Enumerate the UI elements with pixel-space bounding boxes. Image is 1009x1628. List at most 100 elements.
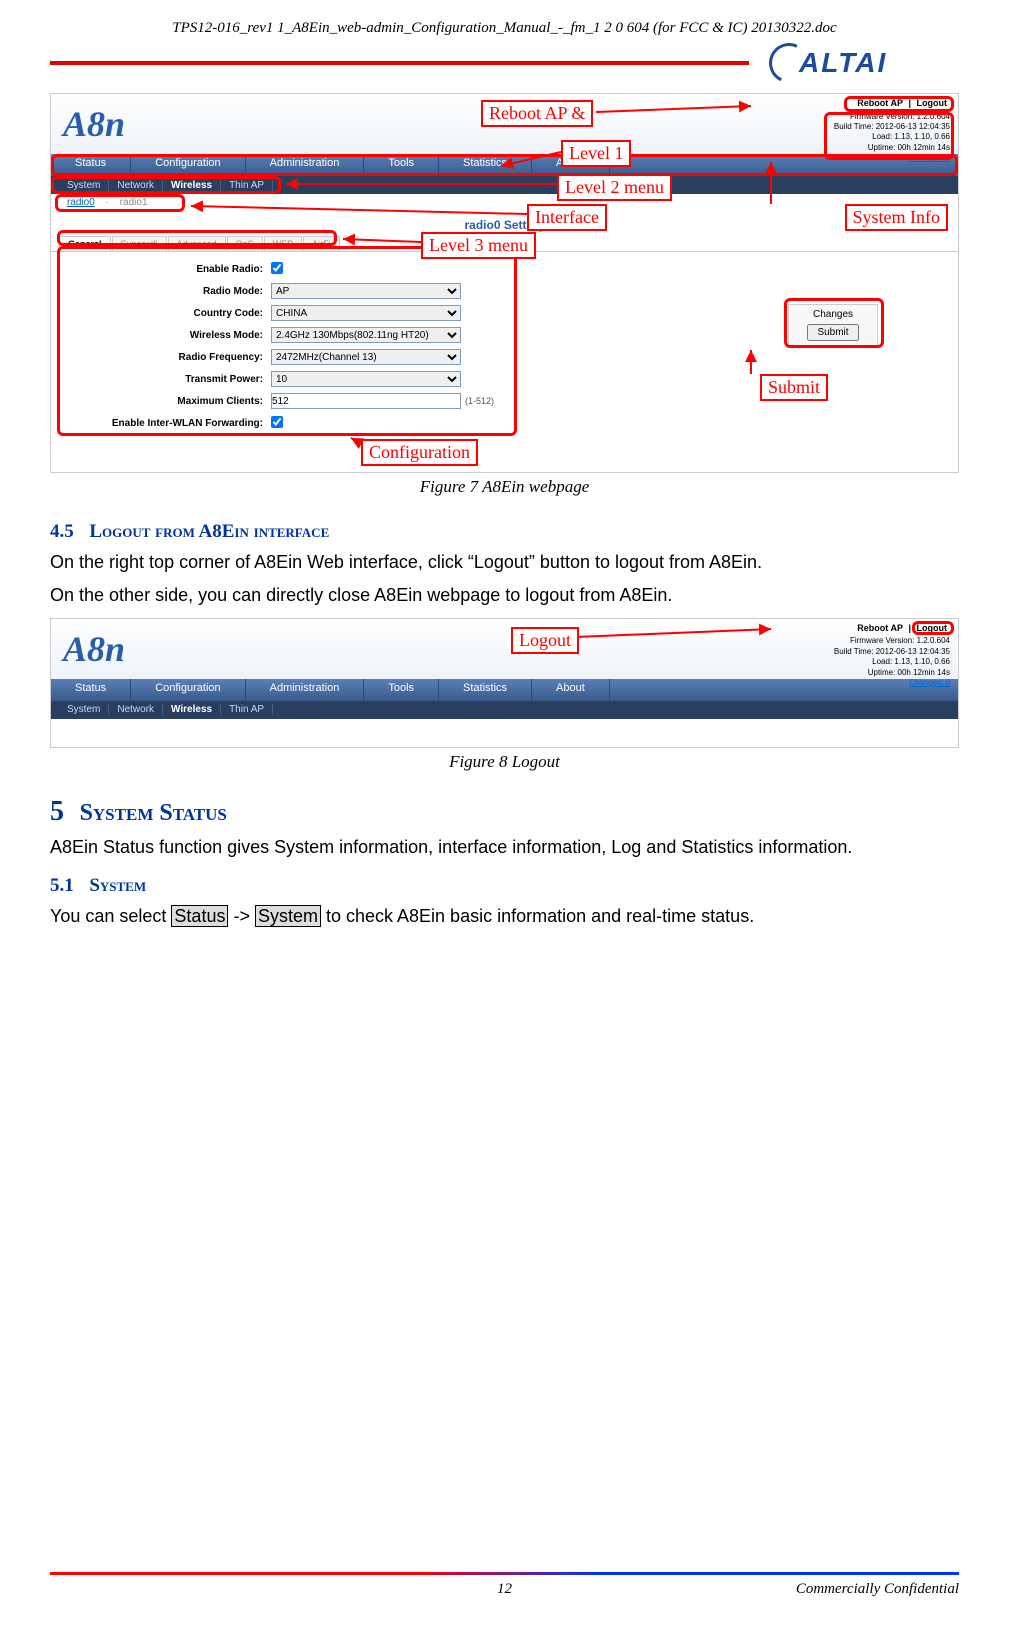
max-clients-input[interactable]: [271, 393, 461, 409]
nav-l1-tools[interactable]: Tools: [364, 154, 439, 176]
reboot-logout-row-2: Reboot AP | Logout: [834, 623, 950, 635]
logo-text: ALTAI: [799, 47, 887, 79]
sec5-num: 5: [50, 796, 64, 827]
nav-l2-wireless[interactable]: Wireless: [163, 180, 221, 191]
country-code-select[interactable]: CHINA: [271, 305, 461, 321]
callout-logout: Logout: [511, 627, 579, 654]
sec45-num: 4.5: [50, 521, 74, 542]
sec51-box-system: System: [255, 905, 321, 927]
sec51-p1: You can select Status -> System to check…: [50, 905, 959, 928]
nav-l2-thinap[interactable]: Thin AP: [221, 180, 273, 191]
section-4-5-heading: 4.5 Logout from A8Ein interface: [50, 521, 959, 543]
tab-advanced[interactable]: Advanced: [168, 236, 226, 251]
changes-box-title: Changes: [793, 309, 873, 320]
nav-l2-network[interactable]: Network: [109, 180, 163, 191]
sec45-p1: On the right top corner of A8Ein Web int…: [50, 551, 959, 574]
header-red-line: [50, 61, 749, 65]
build-time-text: Build Time: 2012-06-13 12:04:35: [834, 122, 950, 132]
reboot-logout-row: Reboot AP | Logout: [834, 98, 950, 110]
nav2-l1-status[interactable]: Status: [51, 679, 131, 701]
nav-l1-administration[interactable]: Administration: [246, 154, 365, 176]
submit-button[interactable]: Submit: [807, 324, 858, 341]
sec5-title: System Status: [80, 800, 227, 826]
max-clients-label: Maximum Clients:: [71, 396, 271, 407]
tab-airfi[interactable]: AirFi: [303, 236, 340, 251]
figure8-caption: Figure 8 Logout: [50, 752, 959, 772]
firmware-version-text: Firmware Version: 1.2.0.604: [834, 112, 950, 122]
sec51-box-status: Status: [171, 905, 228, 927]
enable-radio-label: Enable Radio:: [71, 264, 271, 275]
nav2-l1-tools[interactable]: Tools: [364, 679, 439, 701]
tab-qos[interactable]: QoS: [227, 236, 263, 251]
iface-separator: ·: [106, 197, 109, 208]
figure8-screenshot: A8n Reboot AP | Logout Firmware Version:…: [50, 618, 959, 748]
build-time-text-2: Build Time: 2012-06-13 12:04:35: [834, 647, 950, 657]
enable-radio-checkbox[interactable]: [271, 262, 283, 274]
header-right-block: Reboot AP | Logout Firmware Version: 1.2…: [834, 98, 950, 164]
sec45-title: Logout from A8Ein interface: [89, 521, 329, 542]
nav-level2: System Network Wireless Thin AP: [51, 176, 958, 194]
callout-level3: Level 3 menu: [421, 232, 536, 259]
firmware-version-text-2: Firmware Version: 1.2.0.604: [834, 636, 950, 646]
tx-power-select[interactable]: 10: [271, 371, 461, 387]
sec45-p2: On the other side, you can directly clos…: [50, 584, 959, 607]
page-number: 12: [497, 1581, 512, 1598]
reboot-ap-link[interactable]: Reboot AP: [854, 98, 906, 108]
nav2-l1-administration[interactable]: Administration: [246, 679, 365, 701]
callout-interface: Interface: [527, 204, 607, 231]
tx-power-label: Transmit Power:: [71, 374, 271, 385]
section-5-1-heading: 5.1 System: [50, 875, 959, 897]
callout-configuration: Configuration: [361, 439, 478, 466]
changes-box: Changes Submit: [788, 304, 878, 346]
nav-level1-2: Status Configuration Administration Tool…: [51, 679, 958, 701]
uptime-text-2: Uptime: 00h 12min 14s: [834, 668, 950, 678]
sec5-p1: A8Ein Status function gives System infor…: [50, 836, 959, 859]
radio-mode-label: Radio Mode:: [71, 286, 271, 297]
nav2-l1-statistics[interactable]: Statistics: [439, 679, 532, 701]
section-5-heading: 5 System Status: [50, 796, 959, 828]
radio-mode-select[interactable]: AP: [271, 283, 461, 299]
nav-l1-statistics[interactable]: Statistics: [439, 154, 532, 176]
changes-link-2[interactable]: Changes: 0: [834, 678, 950, 688]
sec51-p1-mid: ->: [228, 906, 255, 926]
config-form: Enable Radio: Radio Mode: AP Country Cod…: [51, 252, 958, 440]
nav2-l1-configuration[interactable]: Configuration: [131, 679, 245, 701]
inter-wlan-checkbox[interactable]: [271, 416, 283, 428]
tab-wep[interactable]: WEP: [264, 236, 303, 251]
altai-logo: ALTAI: [759, 38, 959, 88]
footer-gradient-line: [50, 1572, 959, 1575]
wireless-mode-select[interactable]: 2.4GHz 130Mbps(802.11ng HT20): [271, 327, 461, 343]
app-title: A8n: [63, 103, 125, 145]
radio0-link[interactable]: radio0: [59, 197, 103, 208]
callout-reboot-ap: Reboot AP &: [481, 100, 593, 127]
radio-freq-label: Radio Frequency:: [71, 352, 271, 363]
app-header-2: A8n Reboot AP | Logout Firmware Version:…: [51, 619, 958, 679]
callout-level1: Level 1: [561, 140, 631, 167]
sec51-title: System: [89, 875, 146, 896]
nav2-l2-system[interactable]: System: [59, 704, 109, 715]
tab-general[interactable]: General: [59, 236, 111, 251]
callout-submit: Submit: [760, 374, 828, 401]
footer-confidential: Commercially Confidential: [796, 1581, 959, 1598]
load-text: Load: 1.13, 1.10, 0.66: [834, 132, 950, 142]
radio1-link[interactable]: radio1: [112, 197, 156, 208]
radio-freq-select[interactable]: 2472MHz(Channel 13): [271, 349, 461, 365]
max-clients-hint: (1-512): [465, 396, 494, 406]
changes-link[interactable]: Changes: 0: [834, 153, 950, 163]
logout-link-2[interactable]: Logout: [914, 623, 951, 633]
tab-superwifi[interactable]: Superwifi: [112, 236, 167, 251]
nav-level2-2: System Network Wireless Thin AP: [51, 701, 958, 719]
sec51-p1-post: to check A8Ein basic information and rea…: [321, 906, 754, 926]
page-footer: 12 Commercially Confidential: [50, 1572, 959, 1598]
logout-link[interactable]: Logout: [914, 98, 951, 108]
header-right-block-2: Reboot AP | Logout Firmware Version: 1.2…: [834, 623, 950, 689]
nav2-l2-wireless[interactable]: Wireless: [163, 704, 221, 715]
nav-l1-configuration[interactable]: Configuration: [131, 154, 245, 176]
nav-l1-status[interactable]: Status: [51, 154, 131, 176]
reboot-ap-link-2[interactable]: Reboot AP: [854, 623, 906, 633]
nav-l2-system[interactable]: System: [59, 180, 109, 191]
load-text-2: Load: 1.13, 1.10, 0.66: [834, 657, 950, 667]
nav2-l2-thinap[interactable]: Thin AP: [221, 704, 273, 715]
nav2-l2-network[interactable]: Network: [109, 704, 163, 715]
nav2-l1-about[interactable]: About: [532, 679, 610, 701]
